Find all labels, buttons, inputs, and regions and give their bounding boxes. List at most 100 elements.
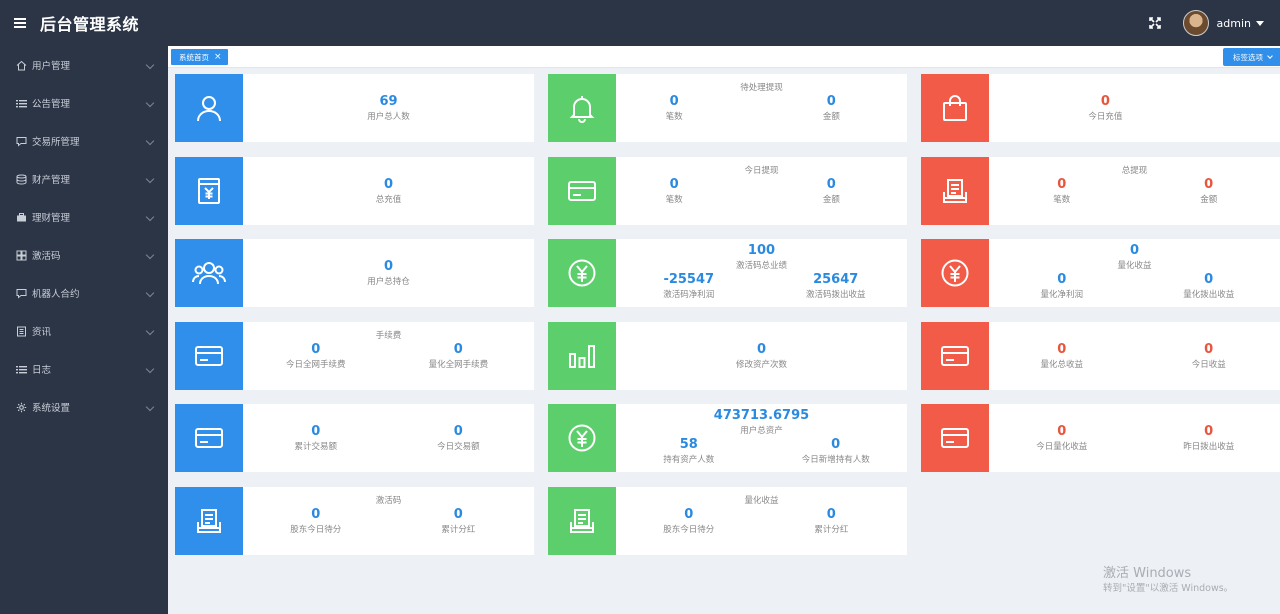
chevron-down-icon <box>145 136 155 146</box>
sidebar-item-finance[interactable]: 理财管理 <box>0 198 168 236</box>
stat: 0 股东今日待分 <box>290 507 342 536</box>
stat: 0 修改资产次数 <box>735 342 787 371</box>
sidebar-item-robot-contract[interactable]: 机器人合约 <box>0 274 168 312</box>
stat-card-total-users: 69 用户总人数 <box>175 74 534 142</box>
sidebar-item-label: 资讯 <box>32 327 52 338</box>
tab-options-label: 标签选项 <box>1233 52 1263 62</box>
stat: 0 今日充值 <box>1088 94 1123 123</box>
card-title: 量化收益 <box>744 496 779 506</box>
card-title: 手续费 <box>375 331 402 341</box>
card-icon <box>921 322 989 390</box>
sidebar-item-users[interactable]: 用户管理 <box>0 46 168 84</box>
chat-icon <box>16 136 27 147</box>
stat: 473713.6795 用户总资产 <box>713 408 810 437</box>
stat-card-total-assets: 473713.6795 用户总资产 58 持有资产人数 0 今日新增持有人数 <box>548 404 907 472</box>
stat: 0 量化全网手续费 <box>428 342 489 371</box>
sidebar-item-label: 公告管理 <box>32 99 71 110</box>
stat: 0 今日收益 <box>1191 342 1226 371</box>
tab-options-button[interactable]: 标签选项 <box>1223 48 1280 66</box>
stat: 0 量化收益 <box>1117 243 1152 272</box>
stat: 0 金额 <box>822 177 840 206</box>
stat: 0 量化净利润 <box>1040 272 1083 301</box>
sidebar-item-label: 系统设置 <box>32 403 71 414</box>
tab-bar: 系统首页 × 标签选项 <box>168 46 1280 68</box>
stat-card-quant-income: 0 量化收益 0 量化净利润 0 量化拨出收益 <box>921 239 1280 307</box>
list-icon <box>16 98 27 109</box>
stat-card-quant-total-income: 0 量化总收益 0 今日收益 <box>921 322 1280 390</box>
sidebar-item-logs[interactable]: 日志 <box>0 350 168 388</box>
list-icon <box>16 364 27 375</box>
card-icon <box>921 404 989 472</box>
card-title: 今日提现 <box>744 166 779 176</box>
stat: -25547 激活码净利润 <box>663 272 715 301</box>
stat: 0 用户总持仓 <box>367 259 410 288</box>
stat-card-fees: 手续费 0 今日全网手续费 0 量化全网手续费 <box>175 322 534 390</box>
card-icon <box>548 157 616 225</box>
sidebar-item-label: 机器人合约 <box>32 289 80 300</box>
sidebar: 用户管理 公告管理 交易所管理 财产管理 理财管理 激活码 机器人合约 资讯 日 <box>0 46 168 614</box>
sidebar-item-activation-code[interactable]: 激活码 <box>0 236 168 274</box>
stat: 0 笔数 <box>665 94 683 123</box>
stat-card-today-withdrawals: 今日提现 0 笔数 0 金额 <box>548 157 907 225</box>
sidebar-item-label: 激活码 <box>32 251 61 262</box>
card-icon <box>175 404 243 472</box>
user-icon <box>175 74 243 142</box>
chevron-down-icon <box>145 402 155 412</box>
stat: 0 今日交易额 <box>437 424 480 453</box>
yuan-circle-icon <box>921 239 989 307</box>
sidebar-item-news[interactable]: 资讯 <box>0 312 168 350</box>
sidebar-item-assets[interactable]: 财产管理 <box>0 160 168 198</box>
fullscreen-button[interactable] <box>1143 11 1167 35</box>
stat-card-total-withdrawals: 总提现 0 笔数 0 金额 <box>921 157 1280 225</box>
sidebar-item-label: 理财管理 <box>32 213 71 224</box>
stat: 0 今日全网手续费 <box>285 342 346 371</box>
user-name[interactable]: admin <box>1216 16 1251 30</box>
database-icon <box>16 174 27 185</box>
sidebar-item-exchange[interactable]: 交易所管理 <box>0 122 168 160</box>
stat: 0 金额 <box>1200 177 1218 206</box>
tab-home[interactable]: 系统首页 × <box>171 49 228 65</box>
sidebar-item-settings[interactable]: 系统设置 <box>0 388 168 426</box>
sidebar-item-label: 交易所管理 <box>32 137 80 148</box>
yuan-circle-icon <box>548 404 616 472</box>
stat: 0 股东今日待分 <box>663 507 715 536</box>
stat: 0 量化拨出收益 <box>1183 272 1235 301</box>
menu-toggle-button[interactable] <box>0 0 40 46</box>
card-title: 待处理提现 <box>740 83 783 93</box>
stat-card-quant-dividend: 量化收益 0 股东今日待分 0 累计分红 <box>548 487 907 555</box>
chevron-down-icon[interactable] <box>1256 20 1264 26</box>
tab-label: 系统首页 <box>179 52 209 62</box>
book-icon <box>16 326 27 337</box>
sidebar-item-label: 日志 <box>32 365 52 376</box>
stat-card-activation-code: 100 激活码总业绩 -25547 激活码净利润 25647 激活码拨出收益 <box>548 239 907 307</box>
stat: 0 总充值 <box>375 177 402 206</box>
grid-icon <box>16 250 27 261</box>
chat-icon <box>16 288 27 299</box>
stat-card-activation-dividend: 激活码 0 股东今日待分 0 累计分红 <box>175 487 534 555</box>
chevron-down-icon <box>145 60 155 70</box>
stat: 0 累计分红 <box>441 507 476 536</box>
chevron-down-icon <box>145 250 155 260</box>
stat: 0 笔数 <box>665 177 683 206</box>
close-icon[interactable]: × <box>214 52 222 62</box>
windows-watermark-title: 激活 Windows <box>1103 566 1192 581</box>
stat: 25647 激活码拨出收益 <box>805 272 866 301</box>
sidebar-item-label: 用户管理 <box>32 61 71 72</box>
stat-card-total-recharge: 0 总充值 <box>175 157 534 225</box>
gear-icon <box>16 402 27 413</box>
stat-card-total-holdings: 0 用户总持仓 <box>175 239 534 307</box>
briefcase-icon <box>16 212 27 223</box>
avatar[interactable] <box>1182 10 1209 36</box>
shopping-bag-icon <box>921 74 989 142</box>
chevron-down-icon <box>145 288 155 298</box>
chevron-down-icon <box>145 326 155 336</box>
card-title: 激活码 <box>375 496 402 506</box>
sidebar-item-label: 财产管理 <box>32 175 71 186</box>
stat: 0 昨日拨出收益 <box>1183 424 1235 453</box>
stat: 0 今日新增持有人数 <box>801 437 870 466</box>
bell-icon <box>548 74 616 142</box>
windows-watermark-subtitle: 转到"设置"以激活 Windows。 <box>1103 583 1234 594</box>
receipt-icon <box>921 157 989 225</box>
sidebar-item-announcements[interactable]: 公告管理 <box>0 84 168 122</box>
chevron-down-icon <box>145 98 155 108</box>
